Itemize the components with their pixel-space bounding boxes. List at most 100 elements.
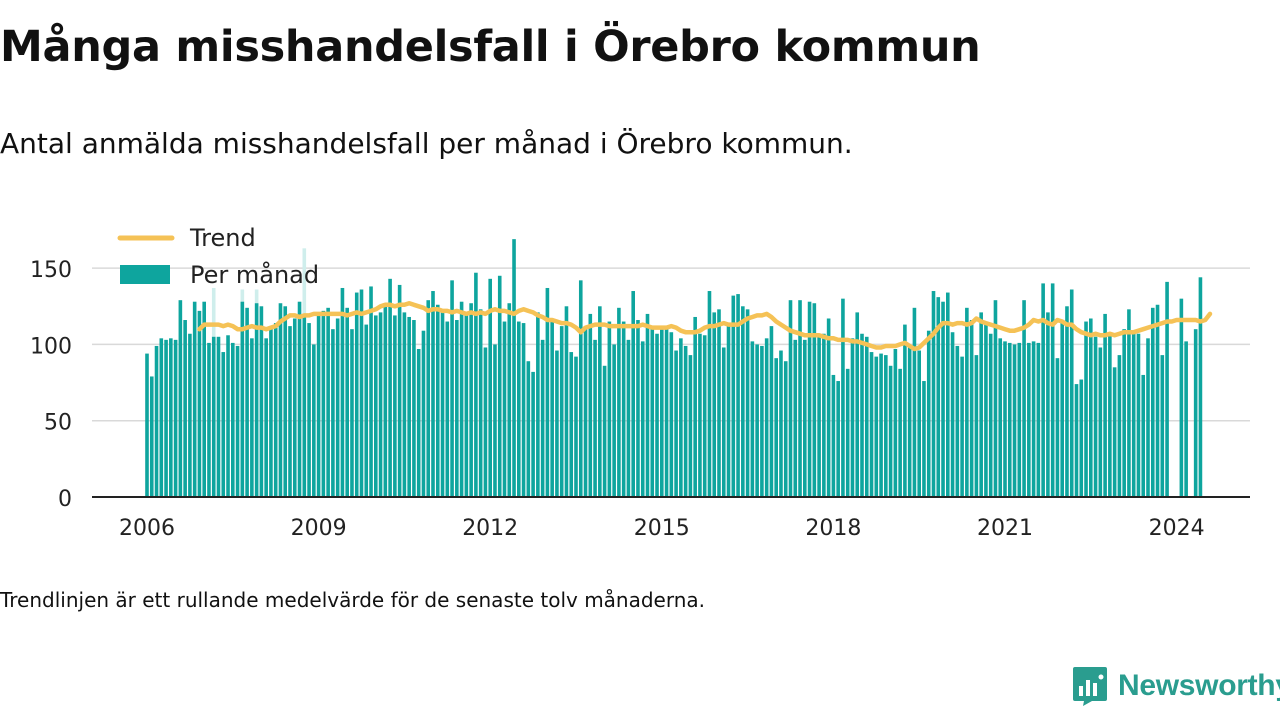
bar [578,280,583,497]
bar [1031,341,1036,497]
bar [1098,347,1103,497]
bar [626,339,631,497]
brand-logo[interactable]: Newsworthy [1072,666,1280,706]
bar [955,345,960,497]
legend: Trend Per månad [117,224,319,289]
bar [607,321,612,497]
legend-trend-label: Trend [189,224,256,252]
bar [483,347,488,497]
bars-series [145,239,1203,497]
logo-bar-2 [1086,680,1090,696]
bar [860,333,864,497]
bar [211,336,216,497]
bar [679,338,683,497]
newsworthy-logo-icon [1073,667,1107,706]
bar [154,345,159,497]
bar [512,239,516,497]
bar [864,336,869,497]
bar [283,306,288,497]
bar [793,339,798,497]
bar [1089,318,1093,497]
bar [1112,367,1117,497]
bar [288,326,292,497]
bar [898,368,902,497]
x-tick-label: 2012 [462,516,518,541]
x-tick-label: 2009 [291,516,347,541]
bar [569,352,574,497]
bar [583,326,588,497]
bar [841,298,845,497]
bar [917,350,921,497]
logo-bar-3 [1093,683,1097,696]
bar [640,341,645,497]
bar [302,316,307,497]
bar [488,278,492,497]
bar [755,344,759,497]
bar [1103,313,1107,497]
footnote: Trendlinjen är ett rullande medelvärde f… [0,588,706,612]
bar [497,275,502,497]
bar [760,345,764,497]
bar [574,356,578,497]
bar [364,324,369,497]
bar [340,287,345,497]
bar [1146,338,1150,497]
bar [264,338,268,497]
bar [702,335,707,497]
bar [331,329,335,497]
bar [812,303,817,497]
bar [1069,289,1074,497]
bar [312,344,316,497]
bar [459,301,464,497]
bar [984,323,988,497]
bar [907,345,912,497]
bar [612,344,616,497]
bar [1184,341,1188,497]
bar [936,297,941,497]
bar [879,353,883,497]
bar [1160,355,1165,497]
bar [292,318,297,497]
bar [850,338,855,497]
bar [374,315,378,497]
bar [750,341,755,497]
bar [555,350,559,497]
bar [1150,307,1155,497]
bar [354,292,359,497]
bar [965,307,969,497]
bar [1022,300,1026,497]
bar [188,333,192,497]
bar [531,371,535,497]
bar [564,306,569,497]
bar [1165,281,1169,497]
bar [650,326,655,497]
bar [307,323,311,497]
bar [969,320,974,497]
bar [521,323,526,497]
bar [250,338,254,497]
bar [221,352,226,497]
bar [1027,342,1031,497]
bar [683,345,688,497]
bar [259,306,264,497]
bar [950,332,955,497]
bar [145,353,149,497]
bar [559,326,564,497]
bar [1050,283,1055,497]
bar [874,356,879,497]
bar [1079,379,1084,497]
bar [660,329,664,497]
bar [769,326,774,497]
bar [149,376,154,497]
bar [345,307,349,497]
bar [803,339,807,497]
bar [1074,384,1079,497]
bar [412,320,416,497]
y-tick-label: 150 [30,258,72,283]
bar [764,338,769,497]
bar [817,336,821,497]
bar [941,301,945,497]
bar [836,381,840,497]
bar [588,313,593,497]
bar [1012,344,1017,497]
